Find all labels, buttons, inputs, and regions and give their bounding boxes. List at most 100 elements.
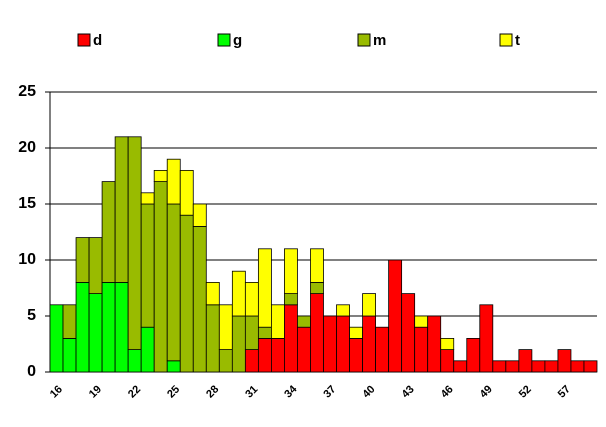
bar-segment (192, 225, 207, 373)
legend-swatch (357, 33, 371, 47)
bar-segment (570, 360, 585, 373)
bar-segment (179, 169, 194, 216)
x-tick-label: 43 (400, 383, 417, 400)
bar-segment (414, 326, 429, 373)
legend-label: m (373, 32, 386, 49)
x-tick-label: 16 (48, 383, 65, 400)
bar-segment (505, 360, 520, 373)
bar-segment (153, 169, 168, 182)
bar-segment (427, 315, 442, 373)
bar-segment (75, 281, 90, 373)
x-tick-label: 57 (556, 383, 573, 400)
bar-segment (388, 259, 403, 373)
legend-swatch (217, 33, 231, 47)
bar-segment (179, 214, 194, 373)
bar-segment (166, 158, 181, 205)
bar-segment (205, 281, 220, 306)
bar-segment (153, 181, 168, 373)
x-tick-label: 37 (321, 383, 338, 400)
x-tick-label: 19 (87, 383, 104, 400)
bar-segment (297, 326, 311, 373)
y-tick-label: 15 (18, 195, 36, 212)
bar-segment (349, 337, 363, 373)
bar-segment (271, 304, 285, 339)
x-tick-label: 49 (478, 383, 495, 400)
bar-segment (101, 181, 116, 283)
y-tick-label: 25 (18, 83, 36, 100)
bar-segment (310, 293, 324, 373)
bar-segment (192, 203, 207, 227)
bar-segment (114, 136, 129, 283)
bar-segment (440, 337, 455, 350)
bar-segment (375, 326, 390, 373)
bar-segment (231, 270, 246, 317)
bar-segment (88, 237, 103, 295)
bar-segment (336, 304, 350, 317)
bar-segment (88, 293, 103, 373)
bar-segment (297, 315, 311, 328)
bar-segment (140, 203, 155, 328)
bar-segment (49, 304, 64, 373)
bar-segment (114, 281, 129, 373)
bar-segment (492, 360, 507, 373)
legend-swatch (499, 33, 513, 47)
legend-swatch (77, 33, 91, 47)
x-tick-label: 22 (126, 383, 143, 400)
bar-segment (166, 203, 181, 362)
x-tick-label: 25 (165, 383, 182, 400)
bar-segment (518, 349, 533, 373)
bar-segment (323, 315, 337, 373)
bar-segment (166, 360, 181, 373)
bar-segment (271, 337, 285, 373)
bar-segment (557, 349, 572, 373)
bar-segment (140, 192, 155, 205)
bar-segment (257, 326, 272, 339)
bar-segment (101, 281, 116, 373)
bar-segment (414, 315, 429, 328)
legend-label: t (515, 32, 520, 49)
bar-segment (336, 315, 350, 373)
y-tick-label: 20 (18, 139, 36, 156)
bar-segment (257, 337, 272, 373)
x-tick-label: 40 (360, 383, 377, 400)
bar-segment (244, 349, 259, 373)
bar-segment (453, 360, 468, 373)
legend-label: g (233, 32, 242, 49)
bar-segment (466, 337, 481, 373)
bar-segment (544, 360, 559, 373)
bar-segment (218, 349, 233, 373)
x-tick-label: 52 (517, 383, 534, 400)
bar-segment (75, 237, 90, 283)
x-tick-label: 34 (282, 383, 300, 401)
bar-segment (244, 315, 259, 350)
bar-segment (583, 360, 598, 373)
bar-segment (310, 248, 324, 283)
bar-segment (284, 293, 298, 306)
bar-segment (310, 281, 324, 294)
bar-segment (231, 315, 246, 373)
legend-label: d (93, 32, 102, 49)
y-tick-label: 10 (18, 251, 36, 268)
bar-segment (205, 304, 220, 373)
bar-segment (362, 315, 376, 373)
bar-segment (479, 304, 494, 373)
bar-segment (140, 326, 155, 373)
bar-segment (284, 248, 298, 295)
bar-segment (362, 293, 376, 317)
bar-segment (531, 360, 546, 373)
bar-segment (284, 304, 298, 373)
bar-segment (244, 281, 259, 317)
y-tick-label: 0 (27, 363, 36, 380)
x-tick-label: 28 (204, 383, 221, 400)
bar-segment (257, 248, 272, 328)
bar-segment (62, 337, 77, 373)
x-tick-label: 46 (439, 383, 456, 400)
bar-segment (440, 349, 455, 373)
bar-segment (127, 136, 142, 351)
bar-segment (127, 349, 142, 373)
x-tick-label: 31 (243, 383, 260, 400)
bar-segment (401, 293, 416, 373)
y-tick-label: 5 (27, 307, 36, 324)
bar-segment (62, 304, 77, 339)
